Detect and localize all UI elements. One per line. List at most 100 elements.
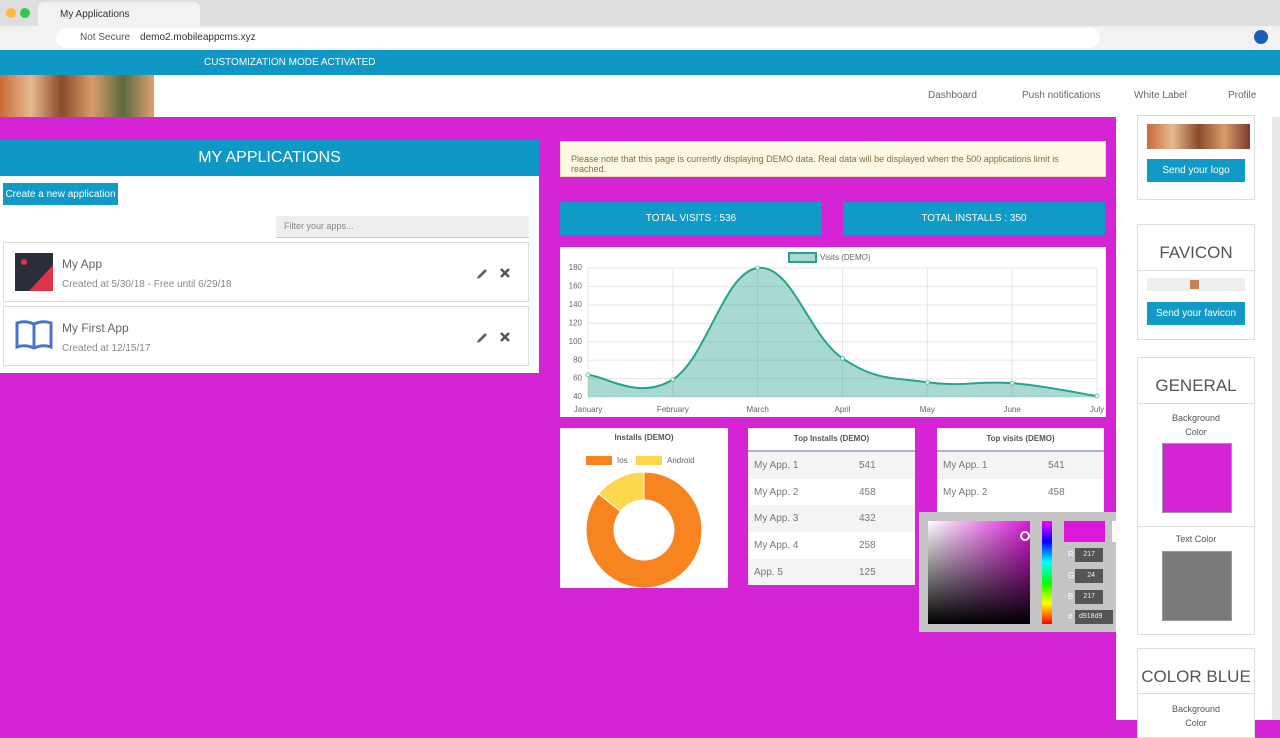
toolbar: Not Secure demo2.mobileappcms.xyz [0,26,1280,50]
section-title: COLOR BLUE [1141,667,1251,686]
y-tick-label: 120 [569,318,583,327]
chart-title: Installs (DEMO) [614,433,673,442]
field-label: B [1068,592,1074,601]
x-tick-label: April [834,405,850,414]
row-name: My App. 4 [754,539,799,551]
x-tick-label: June [1003,405,1021,414]
divider [1138,270,1254,271]
app-created: Created at 5/30/18 - Free until 6/29/18 [62,279,232,290]
point [925,379,930,385]
app-actions[interactable] [476,331,510,345]
row-value: 125 [859,566,876,578]
nav-item[interactable]: Profile [1228,90,1257,101]
favicon-preview [1147,278,1245,291]
table-title: Top visits (DEMO) [937,428,1104,452]
app-item[interactable]: My App Created at 5/30/18 - Free until 6… [3,242,529,302]
y-tick-label: 40 [573,392,582,401]
scrollbar[interactable] [1272,117,1280,720]
row-name: My App. 2 [943,486,988,498]
create-button[interactable]: Create a new application [3,183,118,205]
line-chart: 40 60 80 100 120 140 160 180 January February Marc… [560,247,1106,417]
tab[interactable]: My Applications [38,2,200,28]
row-value: 458 [1048,486,1065,498]
table-body: My App. 1 541 My App. 2 458 [937,452,1104,505]
slice [585,471,703,588]
nav-item[interactable]: Push notifications [1022,90,1101,101]
address-bar[interactable]: Not Secure demo2.mobileappcms.xyz [56,28,1100,48]
x-tick-label: January [574,405,602,414]
y-tick-label: 140 [569,300,583,309]
avatar[interactable] [1254,30,1268,44]
table-title: Top Installs (DEMO) [748,428,915,452]
table-row: App. 5 125 [748,558,915,586]
apps-panel: MY APPLICATIONS Create a new application… [0,140,539,373]
row-name: My App. 2 [754,486,799,498]
security: Not Secure [80,32,131,43]
app-icon [15,253,53,291]
hex-field[interactable]: d918d9 [1075,610,1113,624]
table-row: My App. 4 258 [748,532,915,559]
field-label: R [1068,550,1074,559]
window-button[interactable] [20,8,30,18]
row-name: App. 5 [754,566,783,578]
point [670,377,676,382]
legend-label: Android [667,456,695,465]
row-value: 432 [859,513,876,525]
nav-item[interactable]: White Label [1134,90,1187,101]
send-favicon-button[interactable]: Send your favicon [1147,302,1245,325]
point [1009,380,1015,386]
field-value: 217 [1075,590,1103,604]
x-tick-label: May [920,405,935,414]
nav-item[interactable]: Dashboard [928,90,977,101]
x-tick-label: February [657,405,689,414]
window-button[interactable] [6,8,16,18]
point [1094,393,1100,399]
table-body: My App. 1 541 My App. 2 458 My App. 3 432 My A… [748,452,915,586]
color-swatch[interactable] [1162,551,1232,621]
row-value: 458 [859,486,876,498]
slice [597,471,645,512]
row-name: My App. 1 [943,459,988,471]
row-value: 541 [1048,459,1065,471]
y-tick-label: 180 [569,263,583,272]
row-name: My App. 1 [754,459,799,471]
send-logo-button[interactable]: Send your logo [1147,159,1245,182]
blue-panel: COLOR BLUE Background Color [1137,648,1255,738]
donut-chart: Installs (DEMO) Ios Android [560,428,728,588]
legend-label: Visits (DEMO) [820,253,871,262]
color-swatch[interactable] [1162,443,1232,513]
logo-preview [1147,124,1250,149]
app-icon [15,320,53,350]
favicon [1190,280,1199,289]
hex-label: # [1068,612,1073,621]
table-row: My App. 1 541 [937,452,1104,479]
logo[interactable] [0,75,154,117]
sidebar: Send your logo FAVICON Send your favicon… [1116,115,1280,738]
field-label: Background Color [1171,704,1221,728]
browser-chrome: My Applications Not Secure demo2.mobileap… [0,0,1280,50]
stat-box: TOTAL VISITS : 536 [560,202,822,235]
general-panel: GENERAL Background Color Text Color [1137,357,1255,635]
url: demo2.mobileappcms.xyz [140,32,256,43]
point [755,265,760,271]
tab-title: My Applications [60,9,130,20]
stat-box: TOTAL INSTALLS : 350 [843,202,1105,235]
y-tick-label: 160 [569,282,583,291]
app-name: My First App [62,321,129,335]
hue-bar[interactable] [1042,521,1052,624]
table-row: My App. 2 458 [937,479,1104,506]
picker-cursor[interactable] [1020,531,1030,541]
filter-input[interactable]: Filter your apps... [276,216,529,238]
field-value: 217 [1075,548,1103,562]
divider [1138,403,1254,404]
x-tick-label: March [747,405,769,414]
area [588,267,1097,397]
app-actions[interactable] [476,267,510,281]
point [585,372,591,378]
field-label: G [1068,571,1075,580]
notice: Please note that this page is currently … [560,141,1106,177]
app-item[interactable]: My First App Created at 12/15/17 [3,306,529,366]
x-tick-label: July [1090,405,1104,414]
saturation-area[interactable] [928,521,1030,624]
